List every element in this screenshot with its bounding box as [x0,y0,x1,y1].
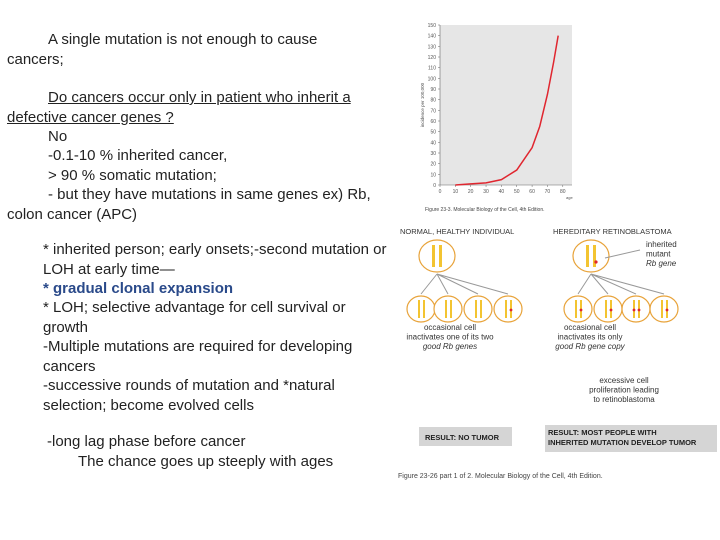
diagram-label: Rb gene [646,259,677,268]
y-tick-label: 30 [430,151,436,157]
y-tick-label: 60 [430,119,436,125]
x-tick-label: 70 [545,189,551,195]
diagram-label: inactivates one of its two [406,333,494,342]
x-tick-label: 20 [468,189,474,195]
plot-bg [440,25,572,185]
diagram-title: HEREDITARY RETINOBLASTOMA [553,227,672,236]
y-tick-label: 80 [430,98,436,104]
text: * LOH; selective advantage for cell surv… [43,299,346,336]
y-tick-label: 130 [428,44,437,50]
text: * inherited person; early onsets;-second… [43,241,387,278]
text: Do cancers occur only in patient who inh… [7,89,351,126]
result-box [545,425,717,452]
x-tick-label: 80 [560,189,566,195]
diagram-label: mutant [646,250,671,259]
y-tick-label: 140 [428,34,437,40]
result-text: RESULT: NO TUMOR [425,433,500,442]
text: - but they have mutations in same genes … [7,186,371,223]
x-tick-label: 60 [529,189,535,195]
diagram-title: NORMAL, HEALTHY INDIVIDUAL [400,227,514,236]
diagram-label: excessive cell [599,376,649,385]
text: The chance goes up steeply with ages [78,453,334,470]
x-tick-label: 40 [499,189,505,195]
diagram-label: inactivates its only [558,333,623,342]
diagram-label: good Rb genes [423,342,477,351]
diagram-label: inherited [646,240,677,249]
x-tick-label: 10 [453,189,459,195]
y-tick-label: 70 [430,108,436,114]
y-tick-label: 120 [428,55,437,61]
diagram-label: good Rb gene copy [555,342,625,351]
text: -successive rounds of mutation and *natu… [43,377,335,414]
cells [406,239,679,323]
x-axis-label: age [566,195,573,200]
y-tick-label: 50 [430,130,436,136]
diagram-label: to retinoblastoma [593,395,655,404]
y-tick-label: 20 [430,162,436,168]
x-tick-label: 50 [514,189,520,195]
y-tick-label: 0 [433,183,436,189]
x-tick-label: 0 [439,189,442,195]
y-tick-label: 100 [428,76,437,82]
diagram-caption: Figure 23-26 part 1 of 2. Molecular Biol… [398,473,603,480]
text: > 90 % somatic mutation; [48,167,217,184]
y-tick-label: 90 [430,87,436,93]
result-text: INHERITED MUTATION DEVELOP TUMOR [548,438,697,447]
result-box [419,427,512,446]
y-axis-label: incidence per 100,000 [420,82,425,127]
y-tick-label: 110 [428,66,436,72]
mutations [509,260,669,312]
diagram-label: occasional cell [424,323,476,332]
text: -Multiple mutations are required for dev… [43,338,353,375]
text: A single mutation is not enough to cause… [7,31,318,68]
incidence-line [455,35,559,186]
text: -0.1-10 % inherited cancer, [48,147,228,164]
diagram-label: proliferation leading [589,386,659,395]
y-tick-label: 150 [428,23,437,29]
chart-caption: Figure 23-3. Molecular Biology of the Ce… [425,207,545,213]
text: -long lag phase before cancer [47,433,246,450]
y-tick-label: 10 [430,172,436,178]
x-tick-label: 30 [483,189,489,195]
text: * gradual clonal expansion [43,280,234,297]
y-tick-label: 40 [430,140,436,146]
result-text: RESULT: MOST PEOPLE WITH [548,428,657,437]
diagram-label: occasional cell [564,323,616,332]
arrows [420,249,665,295]
text: No [48,128,68,145]
